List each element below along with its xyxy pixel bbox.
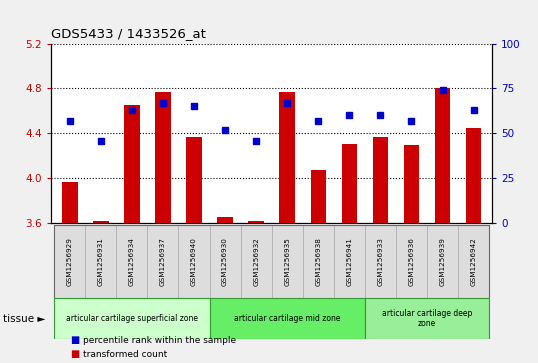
Text: GSM1256931: GSM1256931 [98, 237, 104, 286]
Bar [396, 225, 427, 298]
Text: percentile rank within the sample: percentile rank within the sample [83, 336, 237, 345]
Bar [373, 137, 388, 223]
Text: tissue ►: tissue ► [3, 314, 45, 323]
Bar [186, 137, 202, 223]
Bar [217, 216, 233, 223]
Bar [427, 225, 458, 298]
Bar [93, 221, 109, 223]
Text: articular cartilage deep
zone: articular cartilage deep zone [382, 309, 472, 328]
Text: articular cartilage superficial zone: articular cartilage superficial zone [66, 314, 198, 323]
Text: GDS5433 / 1433526_at: GDS5433 / 1433526_at [51, 26, 206, 40]
Bar [54, 298, 210, 339]
Bar [272, 225, 303, 298]
Bar [365, 225, 396, 298]
Text: GSM1256932: GSM1256932 [253, 237, 259, 286]
Bar [116, 225, 147, 298]
Bar [458, 225, 489, 298]
Text: GSM1256936: GSM1256936 [408, 237, 414, 286]
Text: transformed count: transformed count [83, 350, 168, 359]
Bar [249, 221, 264, 223]
Text: GSM1256934: GSM1256934 [129, 237, 135, 286]
Bar [279, 92, 295, 223]
Bar [62, 182, 77, 223]
Text: GSM1256937: GSM1256937 [160, 237, 166, 286]
Bar [303, 225, 334, 298]
Text: GSM1256929: GSM1256929 [67, 237, 73, 286]
Bar [147, 225, 179, 298]
Text: ■: ■ [70, 349, 79, 359]
Bar [334, 225, 365, 298]
Text: GSM1256941: GSM1256941 [346, 237, 352, 286]
Text: GSM1256930: GSM1256930 [222, 237, 228, 286]
Bar [179, 225, 210, 298]
Text: GSM1256935: GSM1256935 [284, 237, 290, 286]
Bar [54, 225, 86, 298]
Bar [310, 171, 326, 223]
Text: GSM1256940: GSM1256940 [191, 237, 197, 286]
Bar [404, 144, 419, 223]
Text: ■: ■ [70, 335, 79, 345]
Bar [240, 225, 272, 298]
Text: GSM1256938: GSM1256938 [315, 237, 321, 286]
Bar [124, 105, 140, 223]
Bar [210, 225, 240, 298]
Bar [155, 92, 171, 223]
Bar [365, 298, 489, 339]
Text: GSM1256933: GSM1256933 [378, 237, 384, 286]
Text: GSM1256939: GSM1256939 [440, 237, 445, 286]
Bar [86, 225, 116, 298]
Bar [342, 143, 357, 223]
Bar [210, 298, 365, 339]
Text: articular cartilage mid zone: articular cartilage mid zone [234, 314, 341, 323]
Bar [435, 89, 450, 223]
Text: GSM1256942: GSM1256942 [471, 237, 477, 286]
Bar [466, 128, 482, 223]
